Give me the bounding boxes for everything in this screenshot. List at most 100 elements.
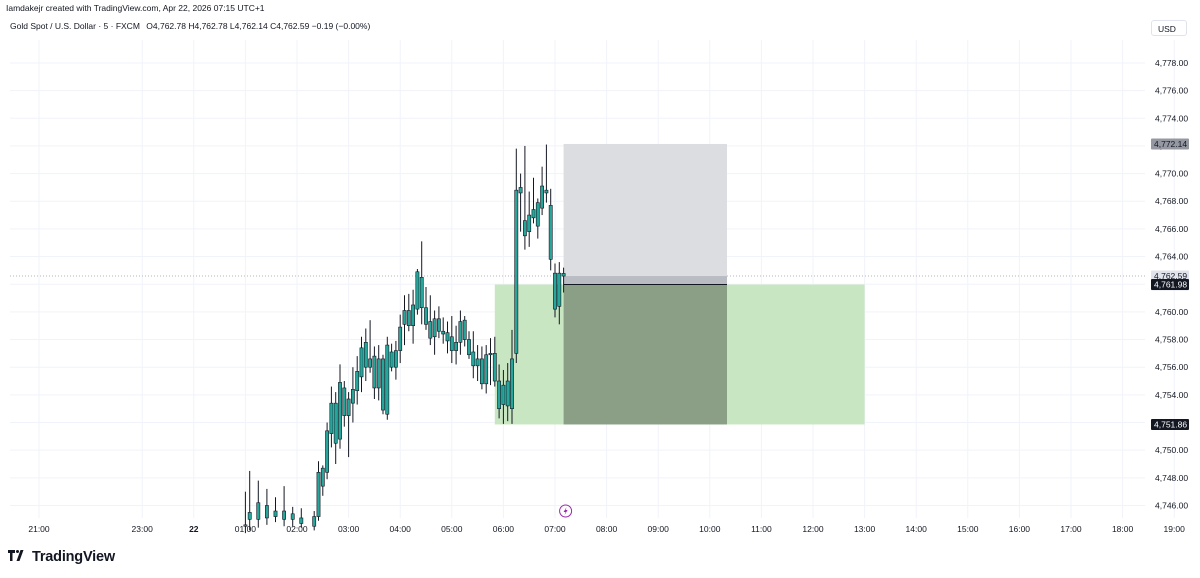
symbol-info: Gold Spot / U.S. Dollar · 5 · FXCM O4,76…: [10, 21, 370, 31]
candle-body: [544, 189, 549, 194]
time-axis[interactable]: 21:00 23:00 22 01:00 02:00 03:00 04:00 05:00 06:…: [28, 524, 1185, 534]
candle-body: [561, 273, 566, 277]
time-tick-label: 23:00: [132, 524, 154, 534]
candle-body: [385, 344, 390, 415]
candle-body: [247, 512, 252, 520]
candle-body: [338, 382, 342, 440]
candle-body: [299, 517, 304, 524]
candle-body: [510, 358, 514, 409]
candle-body: [428, 321, 433, 339]
price-tick-label: 4,754.00: [1155, 390, 1188, 400]
overlap-zone: [563, 284, 727, 425]
price-tick-label: 4,778.00: [1155, 58, 1188, 68]
candle-body: [436, 318, 441, 332]
candle-body: [406, 310, 411, 327]
price-tick-label: 4,766.00: [1155, 224, 1188, 234]
currency-button[interactable]: USD: [1151, 20, 1187, 36]
candle-body: [484, 354, 489, 385]
symbol-title[interactable]: Gold Spot / U.S. Dollar · 5 · FXCM: [10, 21, 140, 31]
price-tick-label: 4,750.00: [1155, 445, 1188, 455]
time-tick-label: 18:00: [1112, 524, 1134, 534]
price-badge-text: 4,761.98: [1154, 279, 1187, 289]
lightning-icon: [563, 507, 568, 515]
candle-body: [398, 326, 403, 351]
price-axis[interactable]: 4,746.004,748.004,750.004,752.004,754.00…: [1151, 58, 1189, 511]
candle-body: [492, 353, 497, 382]
candle-body: [368, 358, 373, 368]
time-tick-label: 15:00: [957, 524, 979, 534]
candle-body: [467, 339, 471, 356]
price-badge: 4,772.14: [1151, 138, 1189, 150]
attribution-text: Iamdakejr created with TradingView.com, …: [6, 3, 265, 13]
candle-body: [355, 371, 360, 392]
candle-body: [256, 502, 261, 520]
time-tick-label: 17:00: [1060, 524, 1082, 534]
ohlc-values: O4,762.78 H4,762.78 L4,762.14 C4,762.59 …: [146, 21, 371, 31]
price-badge-text: 4,762.59: [1154, 271, 1187, 281]
price-tick-label: 4,770.00: [1155, 169, 1188, 179]
candle-body: [389, 351, 394, 368]
candle-body: [471, 351, 476, 367]
price-tick-label: 4,758.00: [1155, 335, 1188, 345]
candle-body: [531, 209, 536, 219]
candle-body: [518, 187, 523, 194]
candle-body: [548, 205, 553, 260]
candle-body: [381, 358, 385, 411]
candle-body: [402, 310, 407, 325]
time-tick-label: 22: [189, 524, 199, 534]
stop-loss-zone: [563, 143, 727, 285]
price-tick-label: 4,756.00: [1155, 362, 1188, 372]
time-tick-label: 16:00: [1009, 524, 1031, 534]
candle-body: [282, 510, 287, 520]
candle-body: [325, 430, 330, 473]
candle-body: [342, 387, 347, 416]
live-band: [563, 276, 727, 285]
candle-body: [497, 380, 502, 409]
footer-brand: TradingView: [32, 549, 115, 565]
candle-body: [393, 350, 398, 368]
candle-body: [522, 220, 527, 237]
price-tick-label: 4,760.00: [1155, 307, 1188, 317]
tradingview-logo-icon: [8, 550, 24, 561]
candle-body: [411, 304, 416, 327]
time-tick-label: 12:00: [802, 524, 824, 534]
tradingview-logo: TradingView: [8, 549, 115, 565]
candle-body: [376, 358, 381, 389]
time-tick-label: 07:00: [544, 524, 566, 534]
chart-markers: [559, 504, 573, 518]
price-badge: 4,761.98: [1151, 278, 1189, 290]
candle-body: [449, 336, 454, 351]
time-tick-label: 21:00: [28, 524, 50, 534]
candle-body: [424, 307, 428, 325]
time-tick-label: 09:00: [648, 524, 670, 534]
candle-body: [350, 389, 355, 404]
price-badge-text: 4,751.86: [1154, 419, 1187, 429]
candle-body: [329, 402, 334, 434]
candle-body: [415, 271, 420, 310]
time-tick-label: 05:00: [441, 524, 463, 534]
price-tick-label: 4,746.00: [1155, 501, 1188, 511]
time-tick-label: 08:00: [596, 524, 618, 534]
candle-body: [553, 272, 557, 310]
time-tick-label: 11:00: [751, 524, 772, 534]
candle-body: [359, 347, 364, 378]
candle-body: [462, 319, 467, 340]
candle-body: [557, 272, 562, 307]
candle-body: [432, 318, 437, 338]
candle-body: [320, 467, 325, 487]
time-tick-label: 04:00: [390, 524, 412, 534]
candle-body: [243, 524, 248, 527]
price-badge-bg: [1151, 138, 1189, 150]
candle-body: [290, 513, 295, 520]
price-tick-label: 4,764.00: [1155, 252, 1188, 262]
candle-body: [273, 510, 278, 517]
price-badge-text: 4,772.14: [1154, 139, 1187, 149]
candle-body: [419, 277, 424, 309]
candle-body: [346, 398, 351, 416]
candle-body: [540, 185, 545, 209]
candle-body: [372, 355, 377, 389]
candle-body: [363, 342, 368, 368]
time-tick-label: 19:00: [1164, 524, 1186, 534]
candle-body: [312, 516, 317, 527]
